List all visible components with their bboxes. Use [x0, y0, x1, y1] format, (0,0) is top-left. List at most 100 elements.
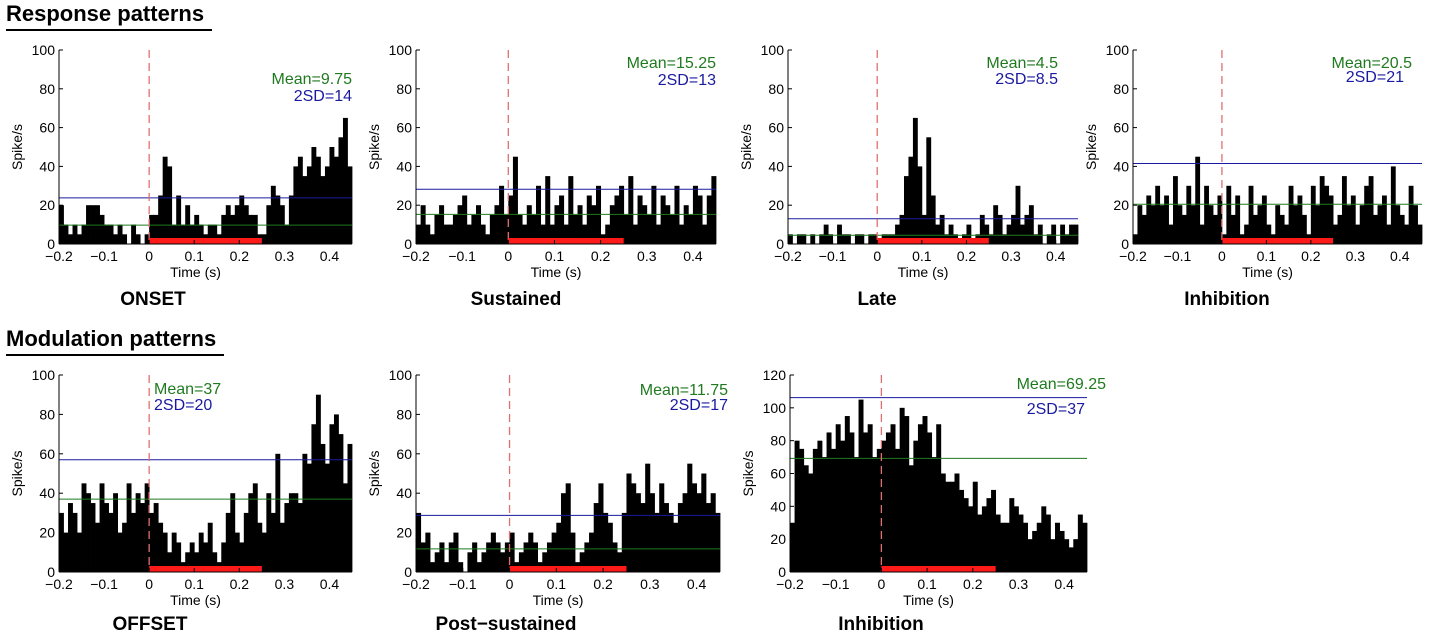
histogram-bar [293, 493, 299, 572]
histogram-bar [821, 457, 827, 572]
mean-annotation: Mean=9.75 [271, 71, 352, 88]
stimulus-bar [1221, 238, 1334, 244]
sd-annotation: 2SD=8.5 [995, 71, 1058, 88]
y-tick-label: 40 [1113, 158, 1129, 174]
histogram-bar [1006, 224, 1012, 244]
histogram-bar [556, 522, 562, 572]
histogram-bar [682, 493, 688, 572]
y-tick-label: 40 [396, 485, 412, 501]
histogram-bar [579, 552, 585, 572]
histogram-bar [522, 224, 528, 244]
histogram-bar [1248, 185, 1254, 244]
histogram-bar [559, 195, 565, 244]
y-axis-label: Spike/s [9, 124, 25, 170]
x-tick-label: 0.3 [1346, 248, 1366, 264]
panel-title: Late [857, 289, 896, 310]
histogram-bar [425, 224, 431, 244]
histogram-bar [654, 512, 660, 572]
histogram-bar [803, 465, 809, 572]
histogram-bar [108, 224, 114, 244]
histogram-bar [1133, 234, 1138, 244]
histogram-bar [688, 214, 694, 244]
histogram-bar [324, 166, 330, 244]
histogram-bar [261, 532, 267, 572]
histogram-bar [885, 432, 891, 572]
histogram-bar [221, 542, 227, 572]
x-tick-label: 0 [145, 576, 153, 592]
histogram-bar [140, 503, 146, 572]
histogram-bar [429, 234, 435, 244]
histogram-bar [490, 532, 496, 572]
histogram-bar [444, 562, 450, 572]
histogram-bar [439, 542, 445, 572]
histogram-bar [935, 224, 941, 244]
histogram-bar [284, 224, 290, 244]
x-tick-label: 0.3 [1009, 576, 1029, 592]
histogram-bar [673, 522, 679, 572]
histogram-bar [1204, 185, 1209, 244]
histogram-bar [203, 542, 209, 572]
histogram-bar [867, 424, 873, 572]
histogram-bar [609, 205, 615, 244]
histogram-bar [531, 214, 537, 244]
psth-panel: 0 20 40 60 80 100 −0.2 −0.1 0 0.1 0.2 0.3 0.4 Time (s… [738, 42, 1079, 310]
x-tick-label: −0.2 [402, 576, 430, 592]
panel-title: Sustained [471, 289, 562, 310]
histogram-bar [1028, 205, 1034, 244]
section-title-modulation: Modulation patterns [6, 326, 217, 351]
histogram-bar [458, 562, 464, 572]
histogram-bar [248, 493, 254, 572]
panel-title: Inhibition [1184, 289, 1269, 310]
x-tick-label: −0.1 [90, 248, 118, 264]
histogram-bar [517, 214, 523, 244]
histogram-bar [1373, 214, 1378, 244]
histogram-bar [1023, 522, 1028, 572]
y-tick-label: 80 [39, 81, 55, 97]
histogram-bar [518, 552, 524, 572]
histogram-bar [1064, 234, 1070, 244]
histogram-bar [523, 542, 529, 572]
x-tick-label: 0.3 [640, 576, 660, 592]
histogram-bar [315, 394, 321, 572]
histogram-bar [1377, 205, 1383, 244]
histogram-bar [448, 224, 454, 244]
histogram-bar [849, 432, 855, 572]
histogram-bar [963, 498, 969, 572]
x-tick-label: −0.1 [449, 576, 477, 592]
histogram-bar [126, 483, 132, 572]
histogram-bar [972, 481, 978, 572]
y-tick-label: 40 [39, 158, 55, 174]
y-tick-label: 40 [39, 485, 55, 501]
histogram-bar [991, 489, 997, 572]
histogram-bar [338, 434, 344, 572]
histogram-bar [266, 493, 272, 572]
histogram-bar [1181, 214, 1187, 244]
histogram-bar [1051, 224, 1057, 244]
histogram-bar [453, 532, 459, 572]
histogram-bar [986, 498, 992, 572]
histogram-bar [705, 503, 712, 572]
histogram-bar [790, 522, 795, 572]
y-tick-label: 100 [1106, 42, 1130, 58]
histogram-bar [895, 448, 901, 572]
x-tick-label: −0.1 [822, 576, 850, 592]
y-tick-label: 0 [776, 236, 784, 252]
histogram-bar [1293, 205, 1298, 244]
histogram-bar [1381, 195, 1387, 244]
histogram-bar [890, 424, 896, 572]
x-tick-label: 0.3 [637, 248, 657, 264]
histogram-bar [853, 457, 859, 572]
histogram-bar [189, 542, 195, 572]
y-tick-label: 100 [761, 42, 785, 58]
histogram-bar [1319, 176, 1325, 244]
histogram-bar [591, 205, 597, 244]
histogram-bar [954, 473, 960, 572]
histogram-bar [828, 234, 834, 244]
histogram-bar [858, 399, 864, 572]
histogram-bar [1217, 195, 1223, 244]
histogram-bar [841, 234, 847, 244]
histogram-bar [252, 214, 258, 244]
histogram-bar [1137, 205, 1143, 244]
histogram-bar [930, 195, 936, 244]
histogram-bar [560, 493, 567, 572]
